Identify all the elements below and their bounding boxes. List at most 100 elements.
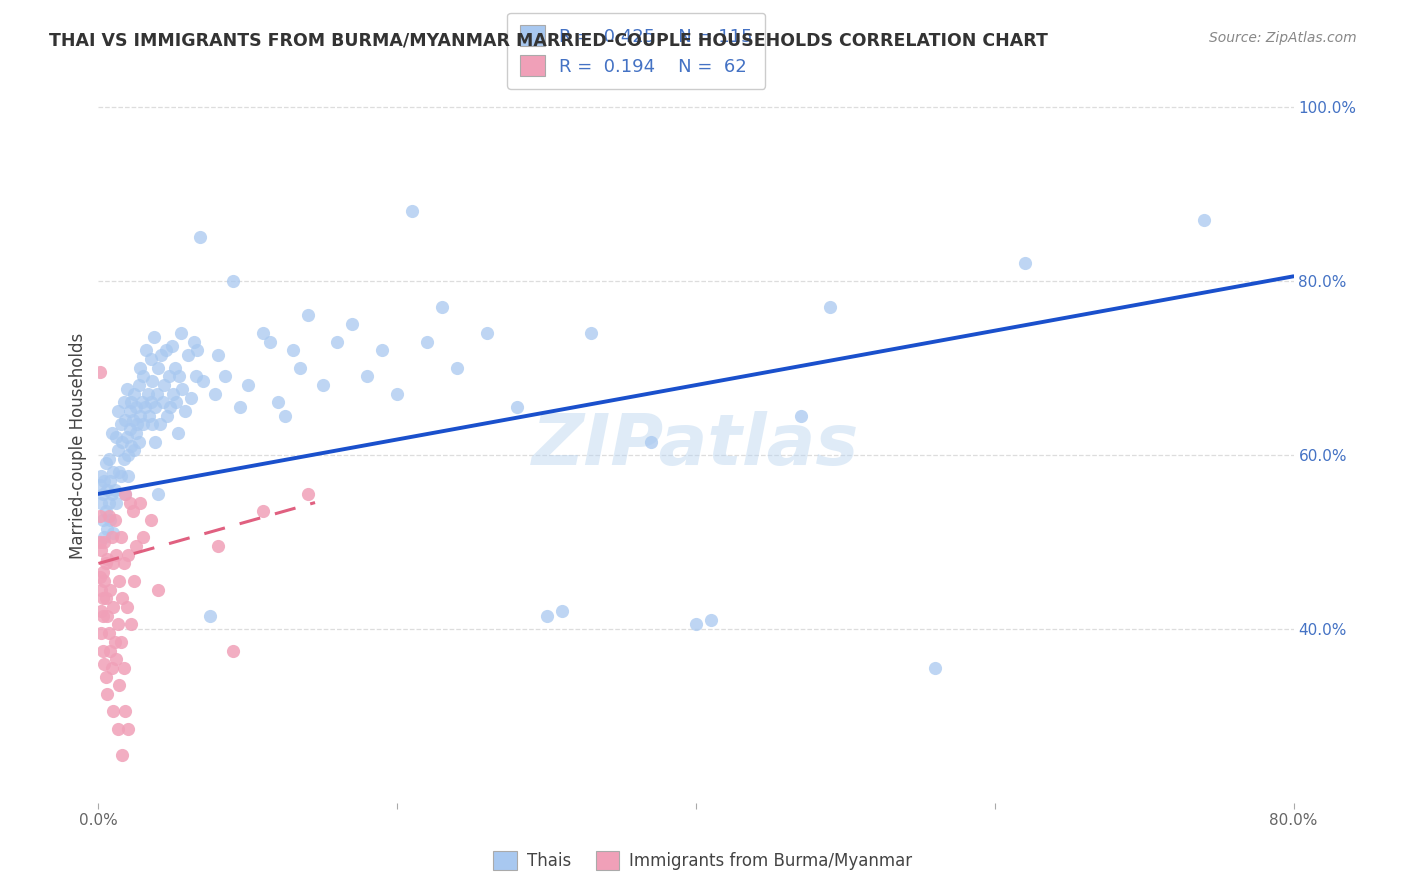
Point: [97, 508, 120, 523]
Point: [110, 635, 132, 649]
Point: [172, 383, 194, 397]
Point: [120, 395, 142, 409]
Point: [114, 487, 136, 501]
Point: [107, 443, 129, 458]
Point: [101, 425, 124, 440]
Point: [107, 404, 129, 418]
Point: [174, 404, 197, 418]
Point: [342, 317, 364, 331]
Point: [156, 409, 179, 423]
Point: [125, 425, 148, 440]
Point: [550, 604, 572, 618]
Point: [371, 343, 394, 358]
Point: [91, 487, 114, 501]
Point: [924, 661, 946, 675]
Point: [94, 504, 117, 518]
Point: [93, 657, 115, 671]
Point: [115, 430, 138, 444]
Point: [89, 478, 111, 492]
Point: [103, 526, 125, 541]
Point: [112, 395, 135, 409]
Point: [118, 495, 141, 509]
Point: [141, 417, 163, 432]
Point: [134, 400, 156, 414]
Point: [385, 386, 409, 401]
Point: [118, 404, 141, 418]
Point: [132, 369, 155, 384]
Point: [135, 343, 157, 358]
Point: [581, 326, 603, 340]
Point: [129, 409, 152, 423]
Point: [222, 274, 245, 288]
Point: [157, 369, 180, 384]
Point: [117, 722, 139, 736]
Legend: Thais, Immigrants from Burma/Myanmar: Thais, Immigrants from Burma/Myanmar: [486, 844, 920, 877]
Point: [506, 400, 529, 414]
Point: [475, 326, 498, 340]
Point: [204, 386, 226, 401]
Point: [288, 360, 311, 375]
Point: [259, 334, 281, 349]
Point: [91, 513, 114, 527]
Point: [152, 395, 174, 409]
Point: [184, 369, 207, 384]
Point: [93, 574, 115, 588]
Point: [91, 591, 114, 606]
Point: [91, 643, 114, 657]
Point: [105, 548, 128, 562]
Y-axis label: Married-couple Households: Married-couple Households: [69, 333, 87, 559]
Point: [91, 608, 114, 623]
Point: [536, 608, 558, 623]
Point: [94, 457, 117, 471]
Point: [163, 360, 186, 375]
Text: Source: ZipAtlas.com: Source: ZipAtlas.com: [1209, 31, 1357, 45]
Point: [166, 425, 188, 440]
Point: [97, 495, 120, 509]
Point: [311, 378, 333, 392]
Point: [138, 409, 160, 423]
Point: [125, 539, 148, 553]
Point: [111, 747, 134, 762]
Text: ZIPatlas: ZIPatlas: [533, 411, 859, 481]
Point: [101, 530, 124, 544]
Point: [96, 483, 118, 497]
Point: [129, 360, 152, 375]
Point: [789, 409, 811, 423]
Point: [103, 557, 125, 571]
Point: [148, 360, 170, 375]
Point: [281, 343, 304, 358]
Point: [89, 534, 111, 549]
Point: [124, 386, 146, 401]
Point: [107, 617, 129, 632]
Point: [252, 504, 274, 518]
Point: [91, 565, 114, 579]
Point: [115, 383, 138, 397]
Point: [132, 417, 155, 432]
Point: [121, 413, 143, 427]
Point: [125, 400, 148, 414]
Point: [93, 530, 115, 544]
Point: [121, 504, 143, 518]
Point: [104, 635, 127, 649]
Point: [110, 417, 132, 432]
Point: [105, 652, 128, 666]
Point: [89, 508, 111, 523]
Point: [112, 557, 135, 571]
Point: [103, 705, 125, 719]
Point: [124, 574, 146, 588]
Point: [143, 400, 166, 414]
Point: [1014, 256, 1036, 270]
Point: [139, 513, 162, 527]
Point: [120, 617, 142, 632]
Point: [127, 417, 149, 432]
Point: [165, 395, 187, 409]
Point: [153, 378, 176, 392]
Point: [93, 474, 115, 488]
Point: [97, 626, 120, 640]
Point: [132, 530, 155, 544]
Point: [90, 626, 112, 640]
Point: [104, 483, 127, 497]
Point: [98, 474, 122, 488]
Point: [117, 469, 139, 483]
Point: [169, 326, 191, 340]
